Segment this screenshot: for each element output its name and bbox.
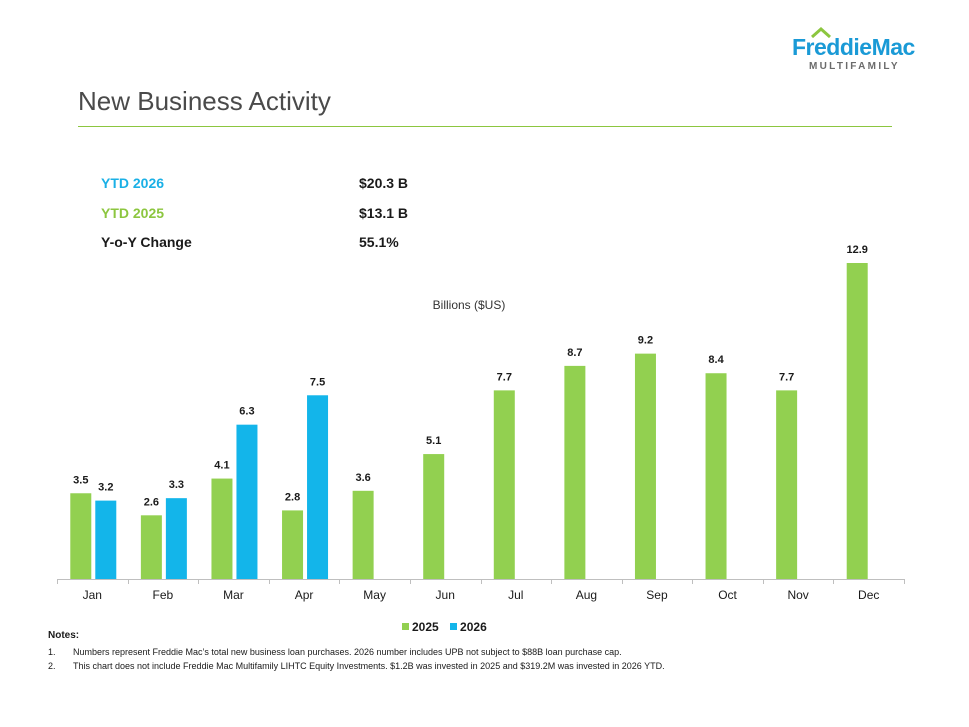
x-tick-label-oct: Oct [718, 588, 737, 602]
bar-2025-jul [493, 390, 515, 579]
x-tick-label-dec: Dec [858, 588, 879, 602]
bar-2025-oct [705, 373, 727, 579]
data-label-2025-nov: 7.7 [779, 371, 794, 383]
logo-subtitle: MULTIFAMILY [809, 61, 900, 72]
ytd-2025-label: YTD 2025 [101, 205, 165, 221]
bar-2025-jan [70, 493, 92, 579]
note-1: 1. Numbers represent Freddie Mac’s total … [48, 647, 622, 657]
x-tick-label-nov: Nov [787, 588, 808, 602]
data-label-2025-apr: 2.8 [285, 491, 300, 503]
data-label-2026-feb: 3.3 [169, 479, 184, 491]
note-1-text: Numbers represent Freddie Mac’s total ne… [73, 647, 622, 657]
data-label-2025-sep: 9.2 [638, 335, 653, 347]
bar-2025-apr [282, 510, 304, 579]
bar-2026-jan [95, 500, 117, 579]
roof-icon [811, 26, 831, 38]
bar-2025-dec [846, 263, 868, 579]
bar-2025-jun [423, 454, 445, 579]
chart-subtitle: Billions ($US) [433, 298, 506, 312]
x-tick-label-sep: Sep [646, 588, 668, 602]
chart-legend: 2025 2026 [402, 620, 495, 634]
data-label-2026-apr: 7.5 [310, 376, 325, 388]
legend-item-2025: 2025 [402, 620, 439, 634]
x-tick-label-apr: Apr [295, 588, 314, 602]
data-label-2025-oct: 8.4 [708, 354, 724, 366]
data-label-2026-jan: 3.2 [98, 482, 113, 494]
legend-swatch-2025 [402, 623, 409, 630]
bar-2026-apr [307, 395, 329, 579]
x-tick-label-may: May [363, 588, 386, 602]
legend-label-2026: 2026 [460, 620, 487, 634]
data-label-2025-may: 3.6 [355, 472, 370, 484]
freddie-mac-logo: FreddieMac MULTIFAMILY [792, 26, 932, 76]
note-1-number: 1. [48, 647, 56, 657]
bar-2025-mar [211, 478, 233, 579]
legend-item-2026: 2026 [450, 620, 487, 634]
data-label-2026-mar: 6.3 [239, 406, 254, 418]
bar-2025-aug [564, 365, 586, 579]
title-divider [78, 126, 892, 127]
page-title: New Business Activity [78, 86, 331, 116]
ytd-2026-value: $20.3 B [359, 175, 409, 191]
data-label-2025-mar: 4.1 [214, 460, 229, 472]
yoy-change-label: Y-o-Y Change [101, 234, 192, 250]
note-2-text: This chart does not include Freddie Mac … [73, 661, 665, 671]
x-tick-label-aug: Aug [576, 588, 597, 602]
bar-2026-feb [165, 498, 187, 579]
bar-2025-feb [140, 515, 162, 579]
data-label-2025-aug: 8.7 [567, 347, 582, 359]
bar-2026-mar [236, 424, 258, 579]
logo-name: FreddieMac [792, 34, 915, 60]
data-label-2025-jan: 3.5 [73, 474, 88, 486]
x-tick-label-jan: Jan [83, 588, 102, 602]
bar-2025-may [352, 490, 374, 579]
x-tick-label-feb: Feb [153, 588, 174, 602]
data-label-2025-jul: 7.7 [497, 371, 512, 383]
note-2-number: 2. [48, 661, 56, 671]
x-tick-label-jun: Jun [436, 588, 455, 602]
bar-2025-sep [634, 353, 656, 579]
bar-2025-nov [776, 390, 798, 579]
legend-swatch-2026 [450, 623, 458, 630]
x-tick-label-mar: Mar [223, 588, 244, 602]
data-label-2025-feb: 2.6 [144, 496, 159, 508]
note-2: 2. This chart does not include Freddie Ma… [48, 661, 665, 671]
data-label-2025-dec: 12.9 [846, 244, 867, 256]
ytd-2025-value: $13.1 B [359, 205, 409, 221]
legend-label-2025: 2025 [412, 620, 439, 634]
ytd-2026-label: YTD 2026 [101, 175, 165, 191]
data-label-2025-jun: 5.1 [426, 435, 441, 447]
yoy-change-value: 55.1% [359, 234, 399, 250]
x-tick-label-jul: Jul [508, 588, 523, 602]
notes-heading: Notes: [48, 630, 80, 641]
